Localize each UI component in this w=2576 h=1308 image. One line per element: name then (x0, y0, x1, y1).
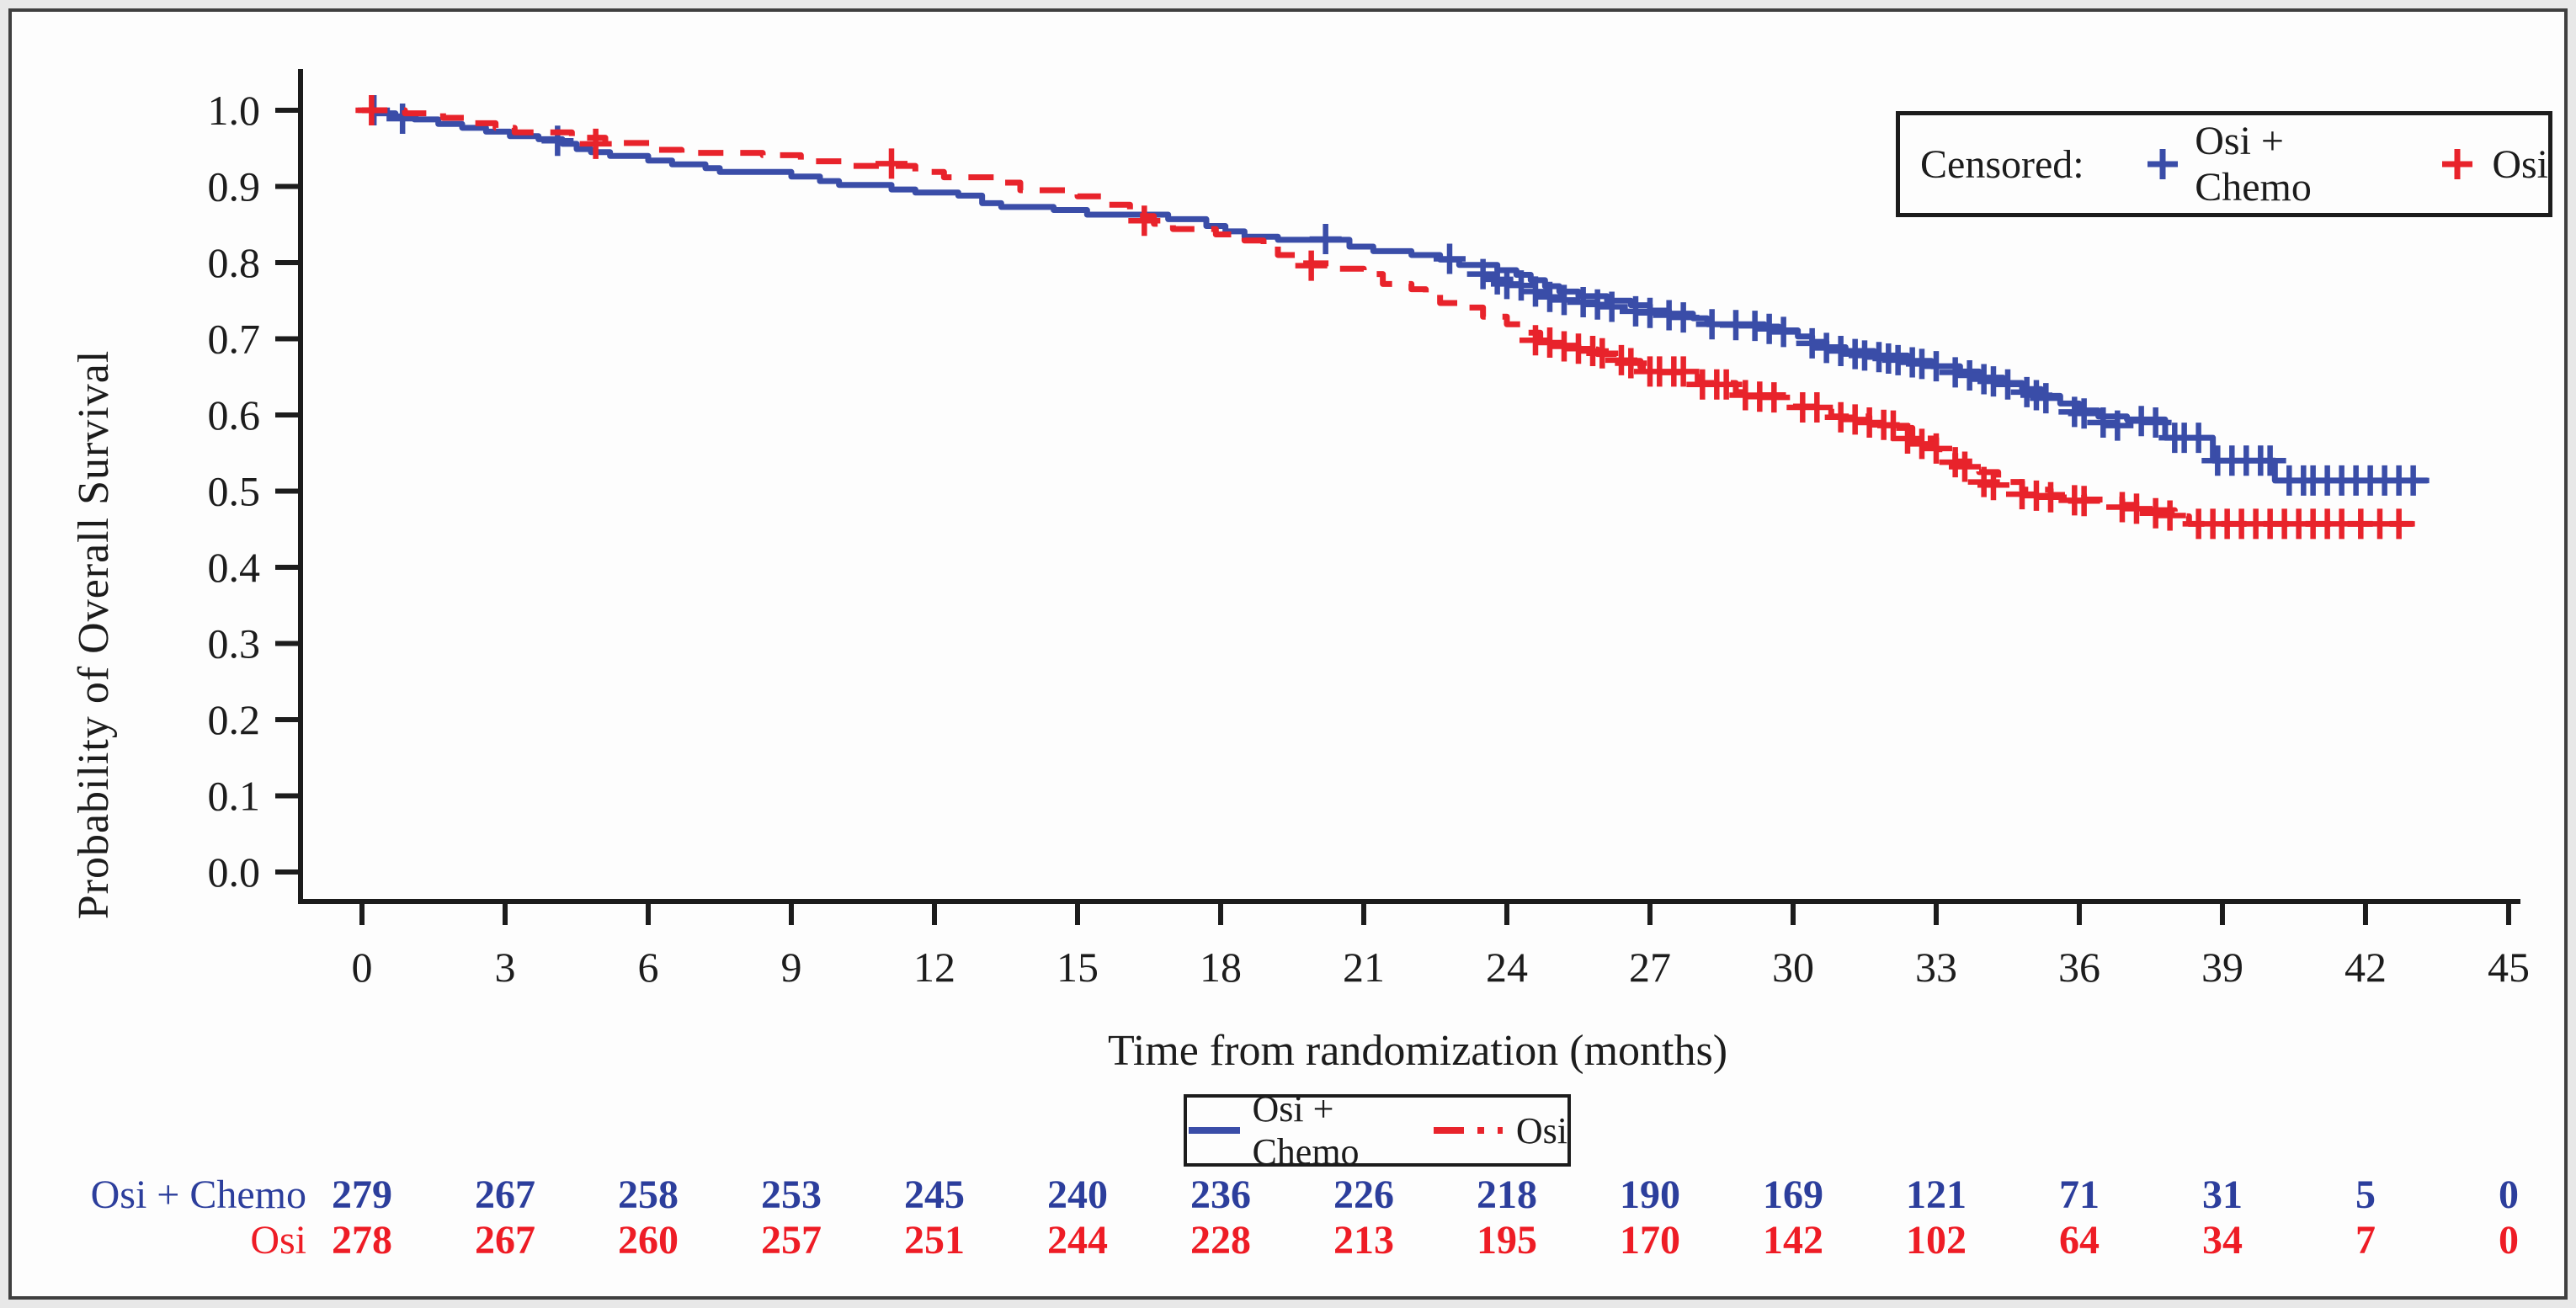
risk-count: 71 (2058, 1172, 2100, 1217)
risk-count: 0 (2498, 1172, 2519, 1217)
line-legend-label: Osi (1515, 1109, 1567, 1151)
figure-frame: 1.0 0.9 0.8 0.7 0.6 0.5 0.4 0.3 0.2 0.1 0.0 0 3 6 9 12 1… (8, 8, 2568, 1300)
x-tick-label: 18 (1200, 944, 1242, 991)
x-tick-label: 3 (494, 944, 515, 991)
risk-count: 244 (1046, 1218, 1108, 1263)
x-tick-label: 0 (352, 944, 373, 991)
censored-legend-label: Osi (2492, 141, 2548, 187)
risk-count: 260 (617, 1218, 679, 1263)
y-tick-label: 0.4 (208, 544, 261, 591)
censor-cross-icon-blue (2147, 149, 2178, 179)
x-tick-label: 45 (2488, 944, 2530, 991)
censored-legend-item-osi-chemo: Osi + Chemo (2143, 118, 2400, 210)
x-tick-label: 36 (2058, 944, 2100, 991)
risk-count: 257 (760, 1218, 822, 1263)
line-legend-item-osi: Osi (1432, 1109, 1567, 1152)
risk-count: 278 (332, 1218, 392, 1263)
risk-count: 64 (2058, 1218, 2100, 1263)
x-tick-label: 42 (2344, 944, 2387, 991)
censored-legend-item-osi: Osi (2438, 141, 2548, 188)
risk-count: 7 (2355, 1218, 2376, 1263)
axes-lines (298, 69, 2520, 904)
risk-count: 121 (1905, 1172, 1967, 1217)
x-tick-label: 39 (2201, 944, 2243, 991)
risk-count: 258 (617, 1172, 679, 1217)
risk-count: 0 (2498, 1218, 2519, 1263)
risk-count: 31 (2201, 1172, 2243, 1217)
censor-marks-osi (355, 95, 2415, 540)
risk-count: 240 (1046, 1172, 1108, 1217)
line-legend-item-osi-chemo: Osi + Chemo (1187, 1087, 1398, 1173)
risk-count: 5 (2355, 1172, 2376, 1217)
x-tick-label: 21 (1343, 944, 1385, 991)
censor-cross-icon-red (2442, 149, 2473, 179)
y-tick-label: 0.0 (208, 848, 261, 896)
risk-count: 142 (1762, 1218, 1823, 1263)
x-axis-title: Time from randomization (months) (1107, 1027, 1728, 1075)
x-tick-label: 12 (913, 944, 955, 991)
y-tick-label: 0.6 (208, 391, 261, 439)
risk-count: 228 (1190, 1218, 1251, 1263)
x-tick-label: 33 (1915, 944, 1957, 991)
risk-count: 169 (1762, 1172, 1823, 1217)
x-tick-label: 15 (1056, 944, 1099, 991)
risk-count: 34 (2201, 1218, 2243, 1263)
x-tick-label: 30 (1772, 944, 1814, 991)
risk-count: 253 (760, 1172, 822, 1217)
y-axis-title: Probability of Overall Survival (70, 349, 118, 920)
risk-count: 226 (1333, 1172, 1394, 1217)
dashed-line-icon (1433, 1127, 1503, 1134)
y-tick-label: 0.5 (208, 468, 261, 515)
censored-legend-label: Osi + Chemo (2195, 119, 2312, 210)
risk-count: 218 (1476, 1172, 1537, 1217)
y-tick-label: 0.7 (208, 316, 261, 363)
y-tick-label: 0.1 (208, 773, 261, 820)
solid-line-icon (1189, 1127, 1241, 1134)
risk-count: 102 (1905, 1218, 1967, 1263)
y-tick-label: 0.8 (208, 239, 261, 286)
risk-count: 170 (1619, 1218, 1680, 1263)
risk-count: 245 (903, 1172, 965, 1217)
risk-count: 279 (332, 1172, 392, 1217)
risk-row-label-osi-chemo: Osi + Chemo (90, 1172, 306, 1217)
x-tick-label: 9 (780, 944, 801, 991)
censored-legend-caption: Censored: (1920, 141, 2084, 187)
x-tick-label: 6 (637, 944, 658, 991)
y-tick-label: 1.0 (208, 87, 261, 134)
risk-row-label-osi: Osi (250, 1218, 306, 1263)
risk-count: 190 (1619, 1172, 1680, 1217)
x-tick-label: 27 (1629, 944, 1671, 991)
x-tick-label: 24 (1486, 944, 1528, 991)
risk-count: 213 (1333, 1218, 1394, 1263)
censored-legend: Censored: Osi + Chemo Osi (1896, 111, 2552, 217)
risk-count: 251 (903, 1218, 965, 1263)
y-tick-label: 0.3 (208, 620, 261, 667)
risk-count: 267 (474, 1172, 535, 1217)
risk-count: 267 (474, 1218, 535, 1263)
line-legend-label: Osi + Chemo (1252, 1088, 1360, 1172)
risk-count: 236 (1190, 1172, 1251, 1217)
y-tick-label: 0.9 (208, 163, 261, 210)
risk-count: 195 (1476, 1218, 1537, 1263)
line-style-legend: Osi + Chemo Osi (1184, 1088, 1571, 1172)
km-plot: 1.00.90.80.70.60.50.40.30.20.10.00 3 6 9 12 1… (208, 69, 2530, 991)
y-tick-label: 0.2 (208, 696, 261, 743)
